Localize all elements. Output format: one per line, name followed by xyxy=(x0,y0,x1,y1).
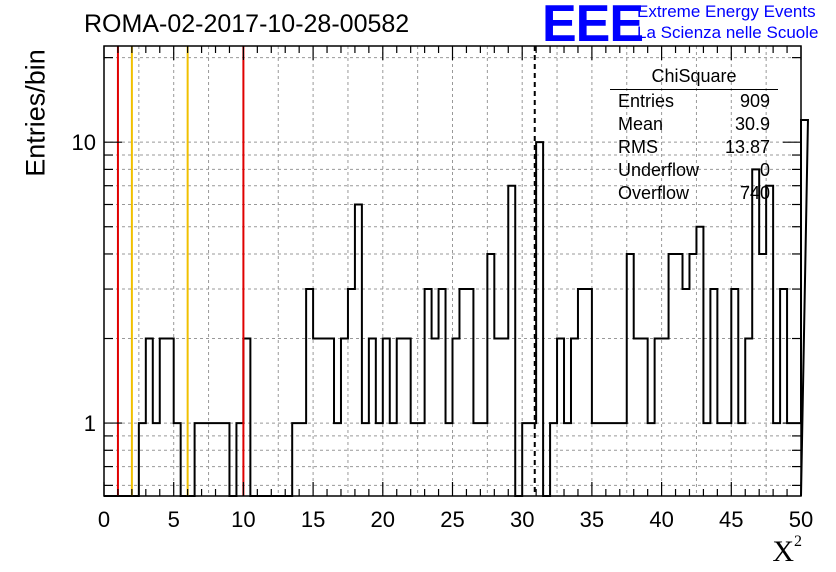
y-tick-label: 1 xyxy=(84,411,96,436)
x-tick-label: 5 xyxy=(168,507,180,532)
stats-label: RMS xyxy=(618,137,658,157)
x-tick-label: 0 xyxy=(98,507,110,532)
stats-value: 13.87 xyxy=(724,137,770,157)
x-tick-label: 50 xyxy=(789,507,813,532)
chart-title: ROMA-02-2017-10-28-00582 xyxy=(84,10,410,38)
stats-row-underflow: Underflow 0 xyxy=(610,159,778,182)
x-tick-label: 10 xyxy=(231,507,255,532)
x-tick-label: 15 xyxy=(301,507,325,532)
x-tick-label: 45 xyxy=(719,507,743,532)
x-axis-label: X2 xyxy=(772,533,802,569)
y-axis-label: Entries/bin xyxy=(20,49,51,177)
x-axis-label-text: X xyxy=(772,535,794,568)
stats-row-mean: Mean 30.9 xyxy=(610,113,778,136)
eee-logo: EEE xyxy=(542,0,644,53)
stats-label: Entries xyxy=(618,91,675,111)
stats-row-overflow: Overflow 740 xyxy=(610,182,778,205)
stats-box: ChiSquare Entries 909 Mean 30.9 RMS 13.87 U… xyxy=(610,66,778,205)
x-axis-label-sup: 2 xyxy=(794,533,802,550)
y-tick-label: 10 xyxy=(72,130,96,155)
stats-value: 30.9 xyxy=(734,114,770,134)
stats-value: 909 xyxy=(739,91,770,111)
x-tick-label: 35 xyxy=(580,507,604,532)
x-tick-label: 30 xyxy=(510,507,534,532)
stats-row-entries: Entries 909 xyxy=(610,90,778,113)
histogram-bars xyxy=(104,118,809,497)
x-tick-label: 25 xyxy=(440,507,464,532)
x-tick-label: 40 xyxy=(649,507,673,532)
x-tick-label: 20 xyxy=(371,507,395,532)
logo-line-1: Extreme Energy Events xyxy=(637,2,816,21)
stats-row-rms: RMS 13.87 xyxy=(610,136,778,159)
stats-label: Overflow xyxy=(618,183,690,203)
logo-line-2: La Scienza nelle Scuole xyxy=(637,23,819,42)
stats-label: Underflow xyxy=(618,160,700,180)
stats-value: 740 xyxy=(739,183,770,203)
stats-label: Mean xyxy=(618,114,664,134)
stats-value: 0 xyxy=(759,160,770,180)
stats-title: ChiSquare xyxy=(610,66,778,90)
